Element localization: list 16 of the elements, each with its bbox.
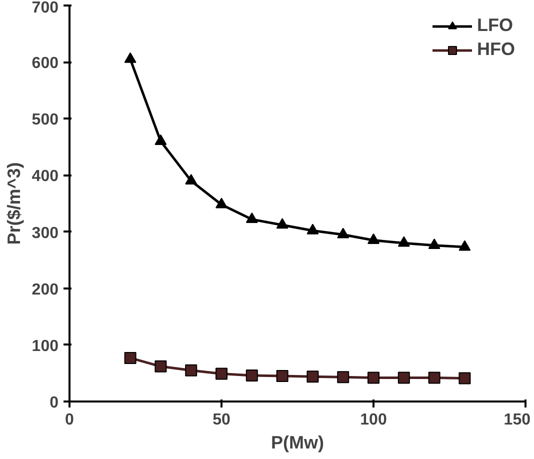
x-tick-label: 0: [65, 412, 74, 428]
x-tick-label: 100: [360, 412, 387, 428]
y-tick-label: 100: [32, 338, 59, 355]
y-tick-label: 0: [50, 394, 59, 412]
y-tick-label: 500: [32, 112, 59, 129]
x-axis-title: P(Mw): [271, 432, 324, 452]
y-tick-label: 400: [32, 168, 59, 186]
y-tick-label: 700: [32, 0, 59, 16]
y-axis-title: Pr($/m^3): [4, 162, 24, 245]
y-tick-label: 300: [32, 224, 59, 242]
y-tick-label: 200: [32, 281, 59, 298]
x-tick-label: 50: [212, 412, 230, 428]
x-tick-label: 150: [504, 412, 531, 428]
legend-label: HFO: [477, 39, 515, 60]
y-tick-label: 600: [32, 55, 59, 72]
legend-label: LFO: [477, 15, 513, 36]
